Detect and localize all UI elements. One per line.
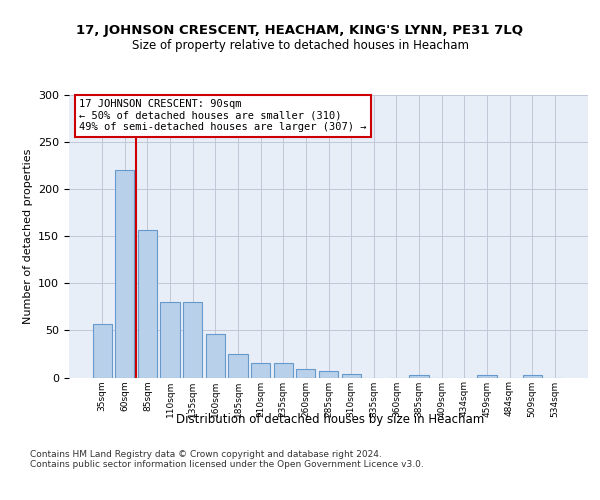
Bar — [92, 324, 112, 378]
Text: 17, JOHNSON CRESCENT, HEACHAM, KING'S LYNN, PE31 7LQ: 17, JOHNSON CRESCENT, HEACHAM, KING'S LY… — [77, 24, 523, 37]
Bar — [274, 364, 293, 378]
Bar — [115, 170, 134, 378]
Text: Size of property relative to detached houses in Heacham: Size of property relative to detached ho… — [131, 39, 469, 52]
Text: 17 JOHNSON CRESCENT: 90sqm
← 50% of detached houses are smaller (310)
49% of sem: 17 JOHNSON CRESCENT: 90sqm ← 50% of deta… — [79, 99, 367, 132]
Bar — [319, 371, 338, 378]
Bar — [477, 374, 497, 378]
Text: Distribution of detached houses by size in Heacham: Distribution of detached houses by size … — [176, 412, 484, 426]
Bar — [229, 354, 248, 378]
Bar — [138, 230, 157, 378]
Bar — [183, 302, 202, 378]
Bar — [409, 374, 428, 378]
Bar — [296, 369, 316, 378]
Bar — [341, 374, 361, 378]
Text: Contains HM Land Registry data © Crown copyright and database right 2024.
Contai: Contains HM Land Registry data © Crown c… — [30, 450, 424, 469]
Bar — [160, 302, 180, 378]
Bar — [251, 364, 270, 378]
Y-axis label: Number of detached properties: Number of detached properties — [23, 148, 32, 324]
Bar — [206, 334, 225, 378]
Bar — [523, 374, 542, 378]
